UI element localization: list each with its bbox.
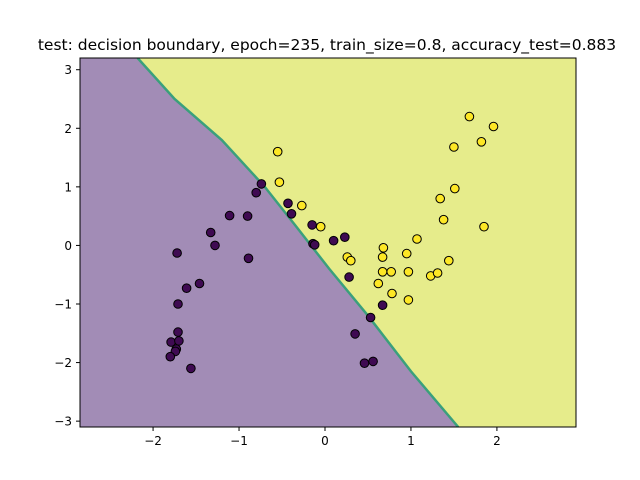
data-point-class-0	[256, 179, 267, 189]
data-point-class-1	[297, 200, 307, 211]
x-tick-label: 0	[321, 434, 329, 448]
data-point-class-0	[172, 248, 182, 258]
data-point-class-1	[449, 142, 459, 152]
x-tick-label: 1	[407, 434, 415, 448]
data-point-class-0	[377, 300, 388, 311]
data-point-class-1	[488, 121, 499, 132]
data-point-class-1	[403, 295, 414, 305]
data-point-class-0	[286, 209, 297, 219]
data-point-class-1	[272, 146, 283, 157]
data-point-class-0	[224, 210, 235, 221]
data-point-class-0	[173, 299, 183, 309]
data-point-class-1	[386, 267, 397, 277]
data-point-class-0	[365, 312, 376, 323]
data-point-class-0	[368, 356, 378, 367]
y-tick-label: 2	[64, 122, 72, 136]
data-point-class-1	[401, 248, 412, 259]
y-tick-label: −3	[54, 415, 72, 429]
plot-area	[80, 58, 576, 427]
y-tick-label: 1	[64, 180, 72, 194]
data-point-class-1	[378, 243, 389, 253]
data-point-class-1	[315, 221, 326, 232]
data-point-class-1	[377, 252, 388, 262]
axes: −2 −1 0 1 2 −3 −2 −1 0 1 2 3	[54, 57, 577, 448]
data-point-class-0	[328, 235, 339, 246]
data-point-class-1	[432, 268, 443, 278]
y-tick-label: 0	[64, 239, 72, 253]
data-point-class-0	[205, 227, 216, 238]
data-point-class-0	[165, 351, 176, 362]
y-tick-label: −1	[54, 298, 72, 312]
data-point-class-1	[373, 278, 384, 289]
x-tick-label: 2	[493, 434, 501, 448]
data-point-class-0	[283, 198, 293, 209]
x-tick-label: −1	[230, 434, 248, 448]
data-point-class-1	[464, 111, 475, 122]
data-point-class-1	[476, 137, 487, 147]
data-point-class-1	[444, 255, 454, 266]
data-point-class-0	[344, 272, 354, 282]
data-point-class-0	[194, 278, 205, 289]
data-point-class-1	[403, 267, 414, 277]
data-point-class-0	[350, 329, 360, 339]
y-tick-label: −2	[54, 356, 72, 370]
data-point-class-1	[274, 177, 285, 187]
data-point-class-0	[186, 363, 196, 374]
data-point-class-1	[346, 255, 356, 266]
data-point-class-1	[377, 267, 388, 277]
data-point-class-1	[387, 288, 397, 299]
chart-title: test: decision boundary, epoch=235, trai…	[38, 36, 616, 55]
data-point-class-1	[412, 234, 422, 244]
data-point-class-0	[242, 211, 253, 221]
data-point-class-1	[438, 214, 449, 225]
data-point-class-0	[340, 232, 350, 242]
data-point-class-0	[174, 336, 184, 346]
data-point-class-1	[435, 193, 446, 204]
data-point-class-0	[359, 358, 370, 369]
data-point-class-0	[307, 220, 317, 230]
data-point-class-0	[309, 240, 320, 250]
y-tick-label: 3	[64, 63, 72, 77]
data-point-class-0	[210, 240, 220, 251]
decision-boundary-line	[136, 58, 460, 427]
data-point-class-1	[450, 183, 460, 194]
axes-frame	[79, 57, 577, 428]
data-point-class-1	[479, 221, 489, 232]
data-point-class-0	[251, 187, 262, 198]
data-point-class-0	[173, 327, 183, 337]
data-point-class-0	[243, 253, 254, 264]
x-tick-label: −2	[144, 434, 162, 448]
data-point-class-0	[181, 283, 192, 294]
